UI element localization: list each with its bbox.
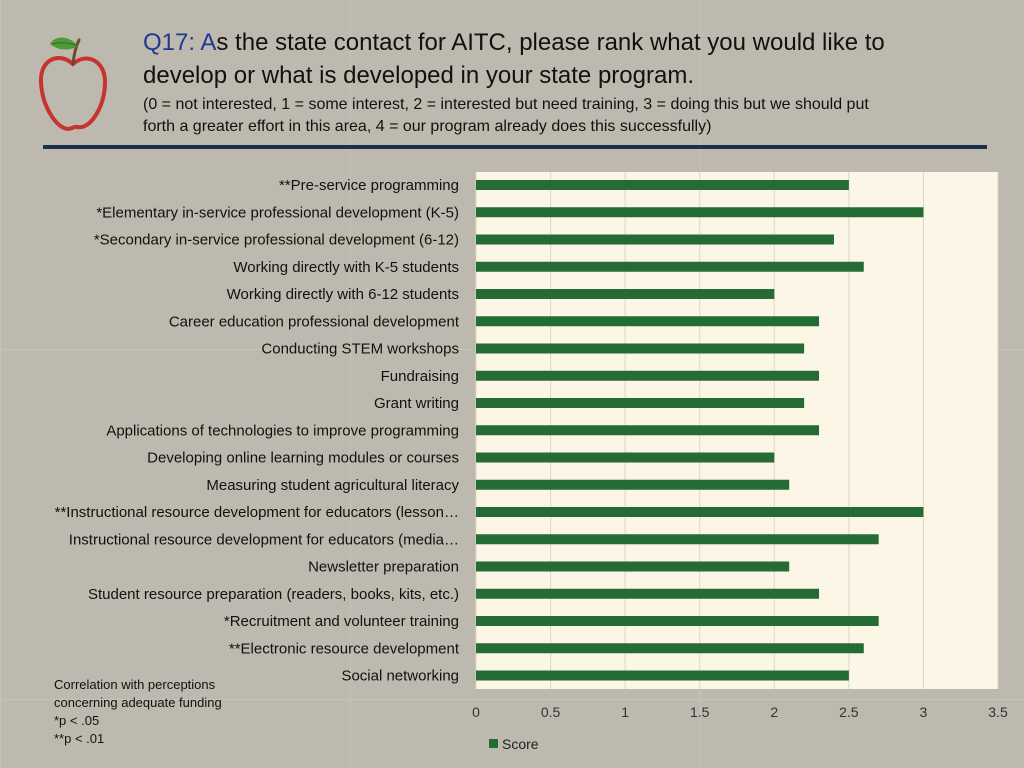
category-label: *Secondary in-service professional devel… <box>94 232 459 249</box>
category-label: **Electronic resource development <box>229 640 460 657</box>
bar <box>476 207 924 218</box>
footnote-line-2: concerning adequate funding <box>54 695 222 710</box>
legend-label: Score <box>502 736 539 752</box>
bar <box>476 398 805 408</box>
category-label: Working directly with 6-12 students <box>227 286 459 303</box>
bar <box>476 616 879 626</box>
bar <box>476 643 864 654</box>
category-labels: **Pre-service programming *Elementary in-… <box>55 177 460 685</box>
category-label: **Pre-service programming <box>279 177 459 194</box>
x-tick-label: 0.5 <box>541 704 561 720</box>
footnote-line-3: *p < .05 <box>54 713 100 728</box>
bar <box>476 289 775 299</box>
category-label: Instructional resource development for e… <box>69 531 459 548</box>
category-label: Measuring student agricultural literacy <box>206 477 459 494</box>
bar <box>476 316 820 327</box>
bar <box>476 588 820 599</box>
x-tick-label: 3.5 <box>988 704 1008 720</box>
bar <box>476 234 834 245</box>
x-tick-label: 2 <box>770 704 778 720</box>
x-tick-label: 0 <box>472 704 480 720</box>
category-label: Fundraising <box>381 368 459 385</box>
page-title: Q17: As the state contact for AITC, plea… <box>143 26 1003 59</box>
category-label: *Elementary in-service professional deve… <box>96 204 459 221</box>
bar <box>476 343 805 354</box>
bar <box>476 180 849 190</box>
x-tick-label: 3 <box>920 704 928 720</box>
x-tick-labels: 0 0.5 1 1.5 2 2.5 3 3.5 <box>472 704 1008 720</box>
bar <box>476 261 864 272</box>
apple-logo-icon <box>38 37 108 132</box>
header: Q17: As the state contact for AITC, plea… <box>143 26 1003 138</box>
scale-description-1: (0 = not interested, 1 = some interest, … <box>143 96 869 113</box>
bar <box>476 479 790 490</box>
footnote: Correlation with perceptions concerning … <box>54 676 222 748</box>
scale-description-2: forth a greater effort in this area, 4 =… <box>143 118 712 135</box>
footnote-line-4: **p < .01 <box>54 731 105 746</box>
category-label: Developing online learning modules or co… <box>147 450 459 467</box>
bar <box>476 452 775 463</box>
category-label: Career education professional developmen… <box>169 313 460 330</box>
bar <box>476 534 879 545</box>
footnote-line-1: Correlation with perceptions <box>54 677 216 692</box>
category-label: **Instructional resource development for… <box>55 504 459 521</box>
category-label: Applications of technologies to improve … <box>106 422 459 439</box>
category-label: Social networking <box>341 668 459 685</box>
x-tick-label: 1.5 <box>690 704 710 720</box>
question-number: Q17: A <box>143 29 217 56</box>
x-tick-label: 1 <box>621 704 629 720</box>
title-line-2: develop or what is developed in your sta… <box>143 62 694 89</box>
bar <box>476 507 924 517</box>
bar <box>476 561 790 572</box>
category-label: Newsletter preparation <box>308 559 459 576</box>
bar <box>476 425 820 436</box>
category-label: Student resource preparation (readers, b… <box>88 586 459 603</box>
category-label: Conducting STEM workshops <box>261 341 459 358</box>
legend: Score <box>489 736 539 752</box>
category-label: Grant writing <box>374 395 459 412</box>
x-tick-label: 2.5 <box>839 704 859 720</box>
bar <box>476 370 820 381</box>
bar <box>476 670 849 681</box>
category-label: *Recruitment and volunteer training <box>224 613 459 630</box>
title-text: s the state contact for AITC, please ran… <box>216 29 885 56</box>
category-label: Working directly with K-5 students <box>233 259 459 276</box>
legend-swatch <box>489 739 498 748</box>
header-divider <box>43 145 987 149</box>
bars <box>476 180 924 681</box>
